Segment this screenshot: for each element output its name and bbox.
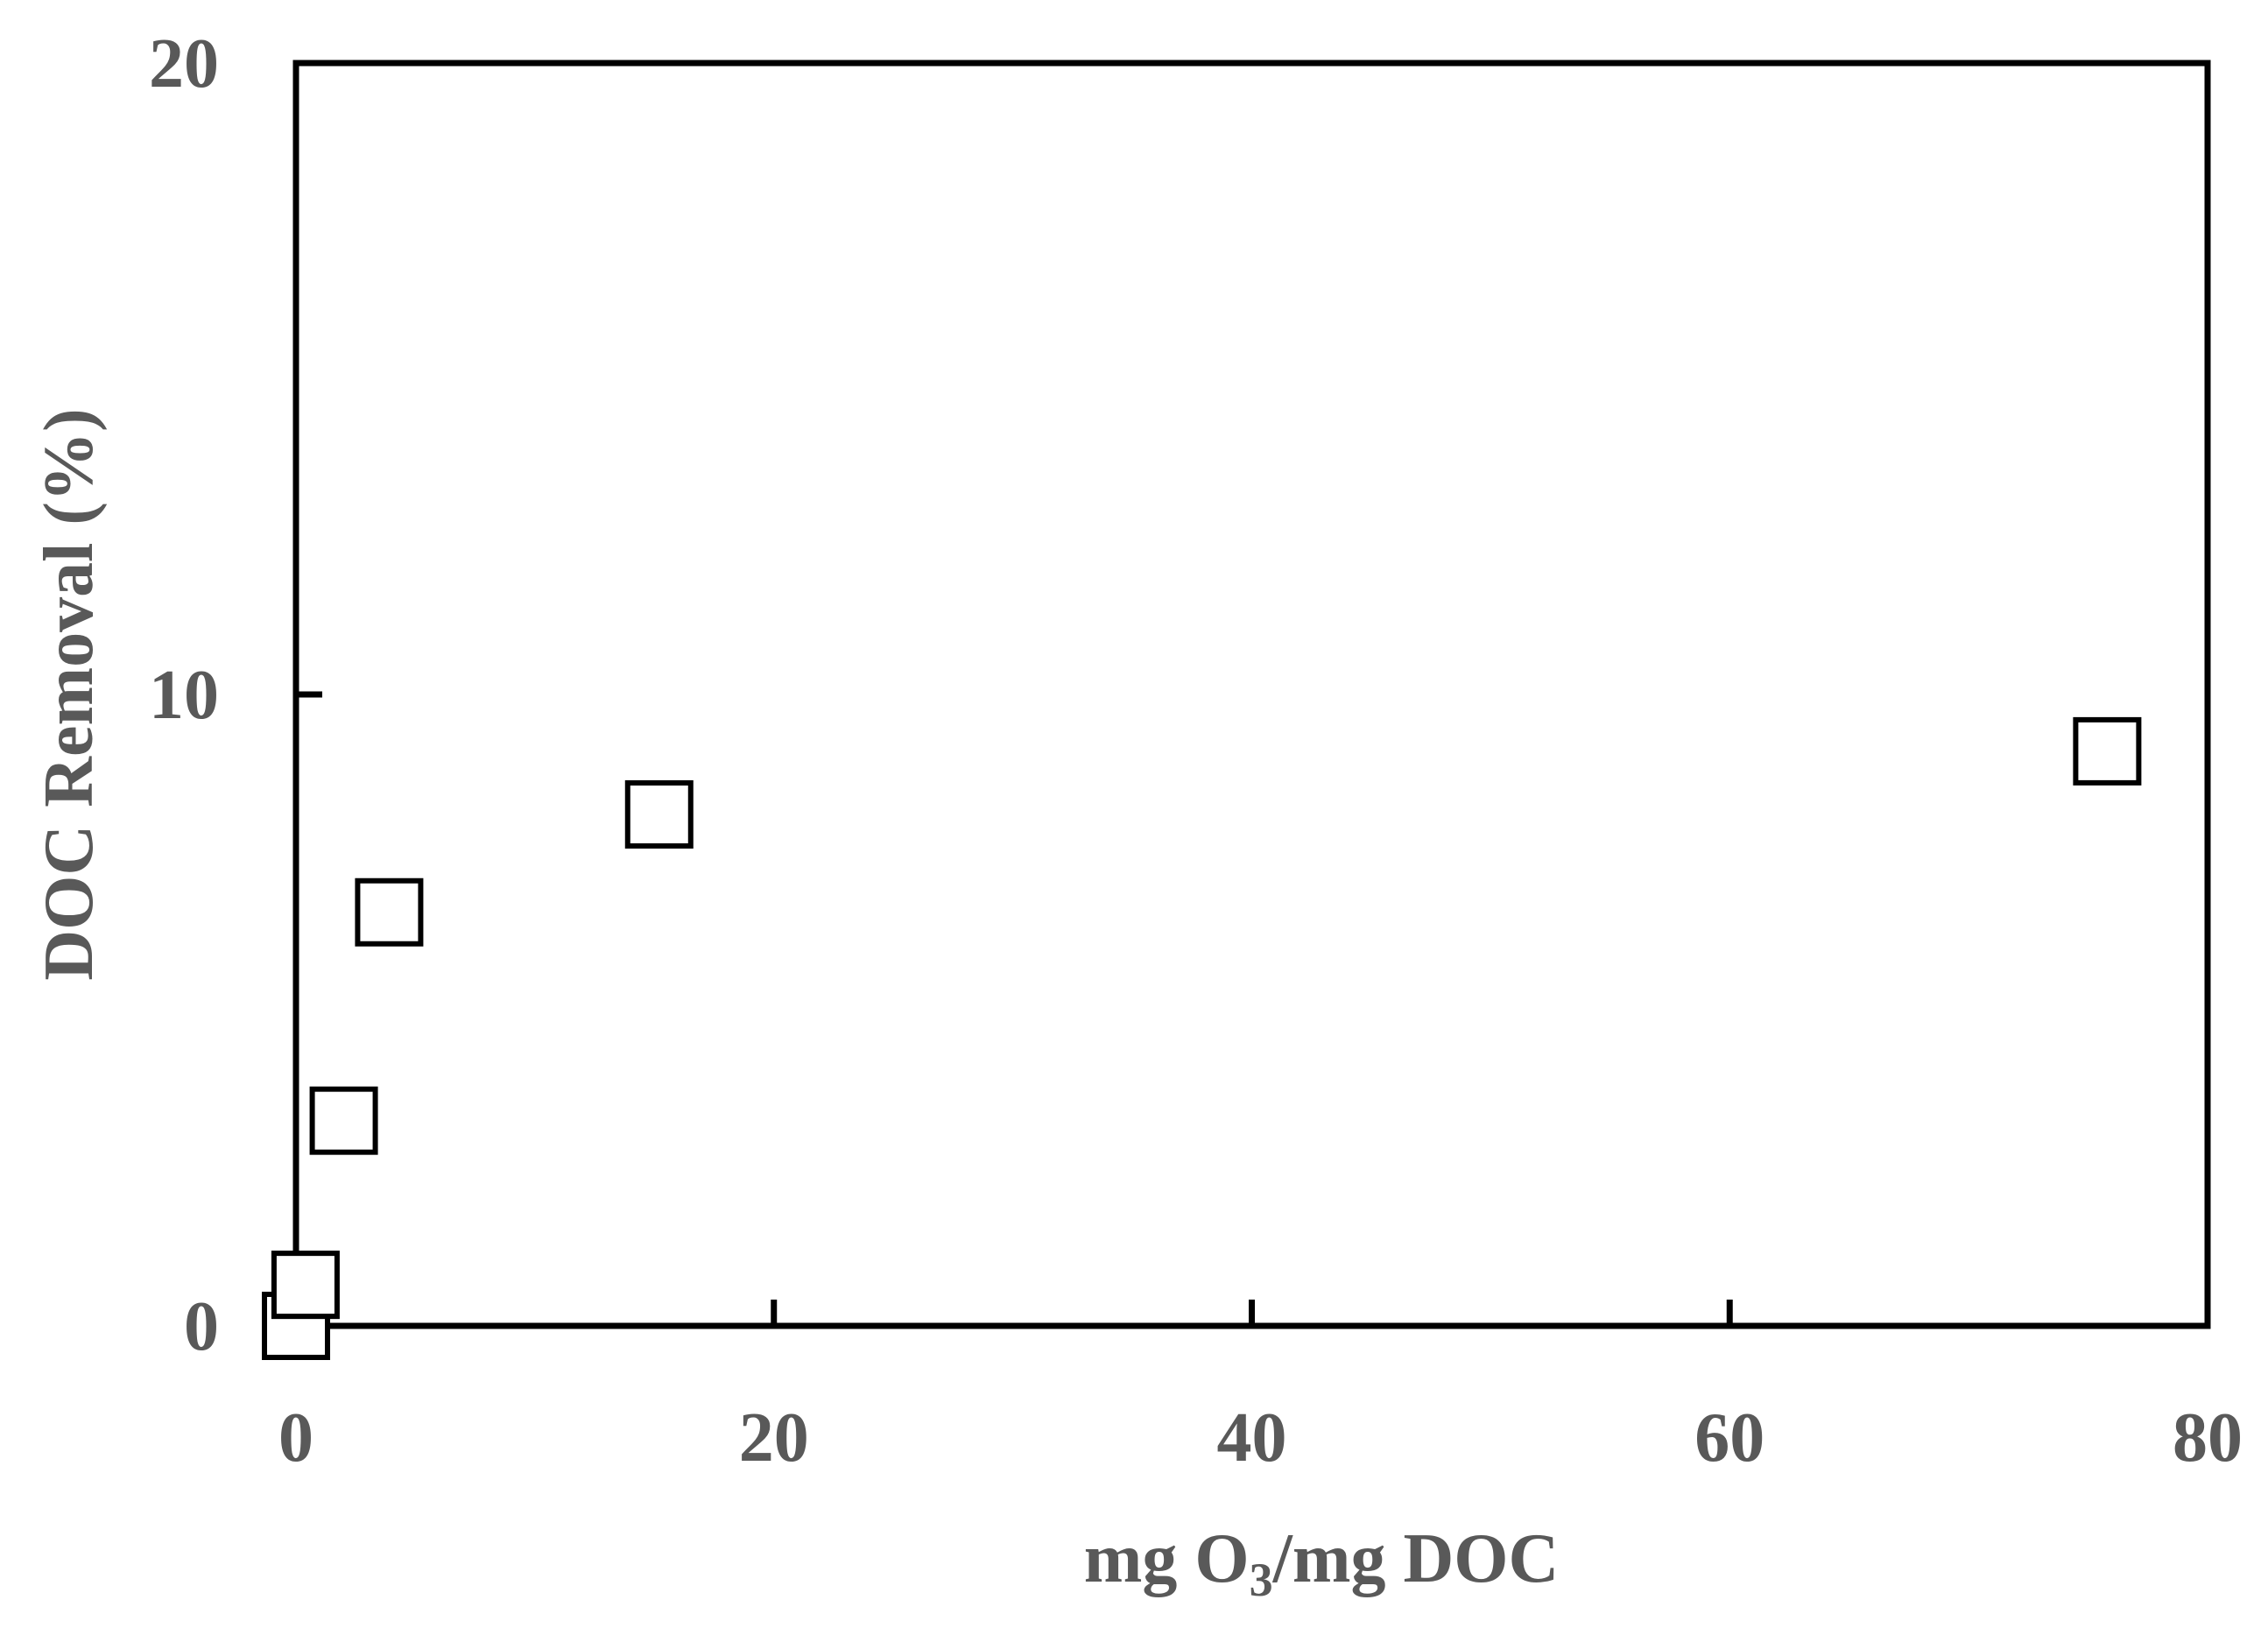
data-points	[262, 716, 2142, 1360]
x-axis-title-suffix: /mg DOC	[1272, 1520, 1560, 1597]
y-tick-label-0: 0	[184, 1288, 219, 1365]
y-axis-title: DOC Removal (%)	[31, 408, 108, 980]
x-axis-title-prefix: mg O	[1084, 1520, 1250, 1597]
x-tick-label-80: 80	[2173, 1399, 2243, 1476]
x-axis-ticks: 0 20 40 60 80	[278, 1300, 2243, 1476]
data-point-6	[2073, 716, 2142, 786]
data-point-5	[624, 779, 694, 849]
y-axis-ticks: 0 10 20	[149, 25, 322, 1365]
y-tick-label-10: 10	[149, 657, 219, 734]
data-point-2	[271, 1251, 340, 1320]
x-tick-label-0: 0	[278, 1399, 313, 1476]
y-tick-label-20: 20	[149, 25, 219, 102]
x-axis-title: mg O3/mg DOC	[1084, 1520, 1560, 1606]
x-axis-title-subscript: 3	[1250, 1554, 1273, 1606]
x-tick-label-60: 60	[1694, 1399, 1764, 1476]
data-point-4	[355, 877, 424, 947]
plot-frame	[292, 60, 2211, 1329]
x-tick-label-40: 40	[1217, 1399, 1287, 1476]
x-tick-label-20: 20	[739, 1399, 809, 1476]
data-point-3	[309, 1086, 378, 1155]
